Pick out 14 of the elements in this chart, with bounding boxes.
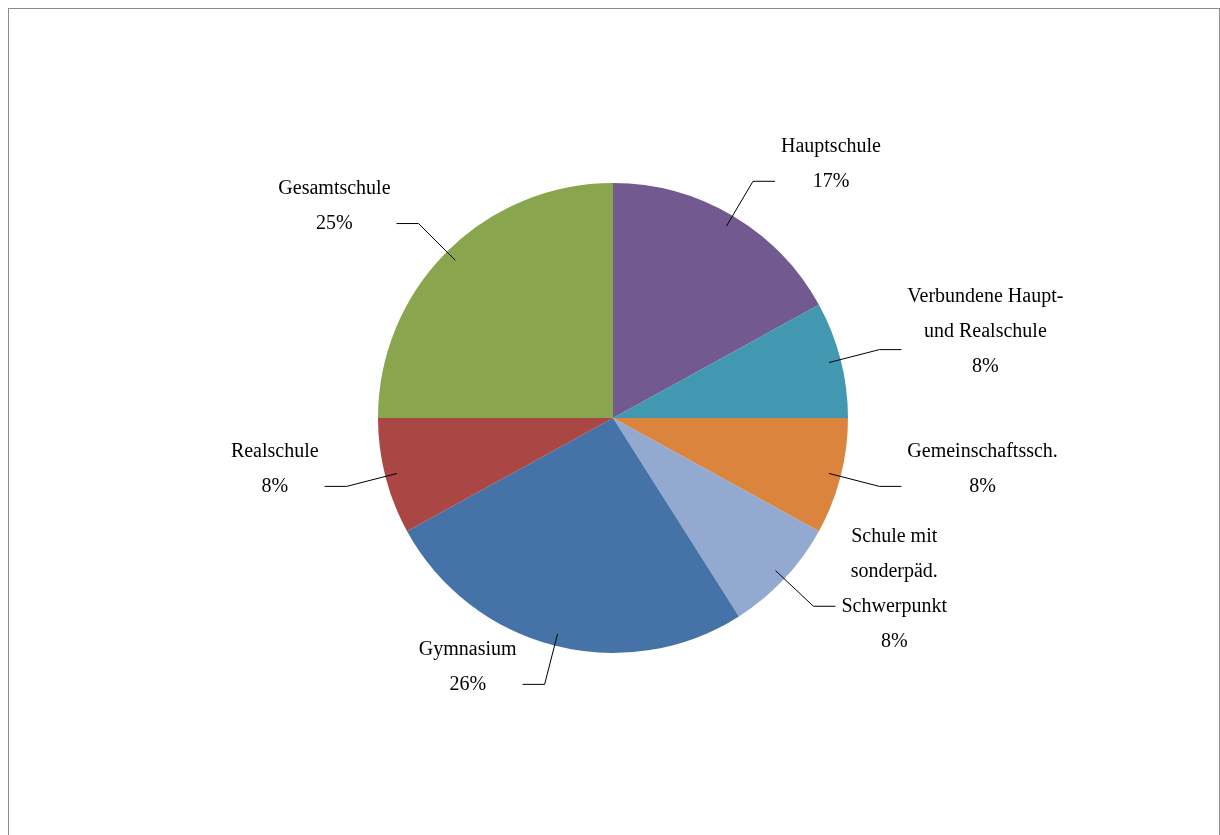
data-label: 8% bbox=[972, 354, 999, 377]
slice-label: Verbundene Haupt- und Realschule bbox=[907, 284, 1064, 342]
data-label: 17% bbox=[812, 168, 850, 191]
data-label: 26% bbox=[449, 671, 487, 694]
slice-label: Hauptschule bbox=[780, 133, 882, 157]
data-label: 25% bbox=[316, 210, 353, 233]
slice-label: Gemeinschaftssch. bbox=[907, 438, 1058, 461]
data-label: 8% bbox=[969, 473, 996, 496]
slice-label: Schule mit sonderpäd. Schwerpunkt bbox=[841, 523, 948, 617]
data-label: 8% bbox=[880, 628, 908, 651]
data-label: 8% bbox=[261, 473, 289, 496]
slice-label: Gymnasium bbox=[418, 636, 518, 660]
slice-label: Realschule bbox=[230, 438, 319, 461]
slice-label: Gesamtschule bbox=[278, 175, 391, 198]
